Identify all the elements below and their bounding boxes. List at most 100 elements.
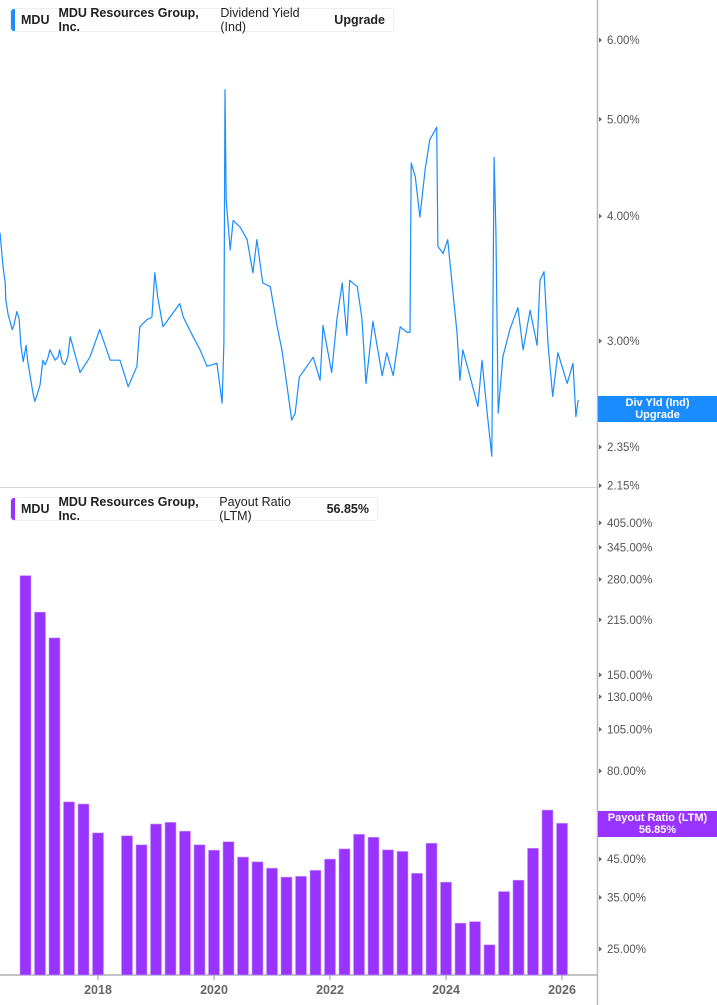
y-tick-mark (599, 520, 602, 526)
y-tick-mark (599, 544, 602, 550)
y-tick-mark (599, 672, 602, 678)
tag-value: 56.85% (638, 824, 677, 836)
y-tick-label: 35.00% (607, 893, 646, 905)
y-tick-mark (599, 946, 602, 952)
payout-ratio-bar (454, 922, 467, 976)
tag-value: Upgrade (635, 409, 680, 421)
payout-ratio-value-tag[interactable]: Payout Ratio (LTM) 56.85% (598, 811, 717, 837)
y-tick-mark (599, 856, 602, 862)
dividend-yield-y-axis: 6.00%5.00%4.00%3.00%2.55%2.35%2.15% (599, 35, 640, 493)
payout-ratio-bar (222, 841, 235, 976)
payout-ratio-bar (309, 870, 322, 976)
y-tick-label: 80.00% (607, 766, 646, 778)
legend-value: 56.85% (326, 502, 369, 516)
x-tick-label: 2020 (200, 983, 228, 997)
y-tick-label: 280.00% (607, 574, 652, 586)
y-tick-label: 6.00% (607, 35, 640, 47)
series-color-swatch (11, 498, 15, 520)
y-tick-label: 2.35% (607, 442, 640, 454)
y-tick-label: 2.15% (607, 481, 640, 493)
payout-ratio-bar (77, 803, 90, 976)
x-tick-label: 2026 (548, 983, 576, 997)
y-tick-mark (599, 617, 602, 623)
dividend-yield-line (0, 89, 579, 457)
series-color-swatch (11, 9, 15, 31)
y-tick-label: 215.00% (607, 615, 652, 627)
payout-ratio-bar (135, 844, 148, 976)
payout-ratio-bar (396, 851, 409, 976)
payout-ratio-bar (48, 637, 61, 976)
payout-ratio-bar (237, 856, 249, 976)
legend-ticker: MDU (21, 502, 50, 516)
legend-company: MDU Resources Group, Inc. (58, 495, 199, 523)
payout-ratio-bar (353, 834, 365, 976)
legend-metric: Payout Ratio (LTM) (219, 495, 291, 523)
y-tick-mark (599, 768, 602, 774)
x-tick-label: 2018 (84, 983, 112, 997)
y-tick-mark (599, 116, 602, 122)
y-tick-label: 25.00% (607, 944, 646, 956)
payout-ratio-bar (164, 822, 177, 976)
tag-label: Payout Ratio (LTM) (607, 812, 708, 824)
legend-company: MDU Resources Group, Inc. (58, 6, 199, 34)
y-tick-mark (599, 213, 602, 219)
payout-ratio-bar (382, 849, 394, 976)
payout-ratio-bar (411, 873, 423, 976)
x-tick-label: 2024 (432, 983, 460, 997)
payout-ratio-bar (179, 830, 191, 976)
y-tick-label: 4.00% (607, 211, 640, 223)
payout-ratio-legend[interactable]: MDU MDU Resources Group, Inc. Payout Rat… (10, 495, 378, 523)
payout-ratio-bar (208, 849, 220, 976)
payout-ratio-bar (121, 835, 133, 976)
y-tick-label: 5.00% (607, 114, 640, 126)
payout-ratio-bar (556, 823, 568, 976)
legend-ticker: MDU (21, 13, 50, 27)
y-tick-mark (599, 726, 602, 732)
y-tick-mark (599, 694, 602, 700)
y-tick-mark (599, 895, 602, 901)
y-tick-label: 345.00% (607, 542, 652, 554)
payout-ratio-bar (324, 858, 336, 976)
payout-ratio-bar (498, 891, 510, 976)
payout-ratio-bar (295, 876, 307, 976)
payout-ratio-y-axis: 405.00% 345.00% 280.00% 215.00% 150.00% 130.0… (599, 518, 652, 956)
y-tick-label: 130.00% (607, 692, 652, 704)
payout-ratio-bar (338, 848, 351, 976)
y-tick-label: 405.00% (607, 518, 652, 530)
y-tick-label: 3.00% (607, 336, 640, 348)
payout-ratio-bar (150, 823, 162, 976)
y-tick-mark (599, 576, 602, 582)
x-tick-label: 2022 (316, 983, 344, 997)
payout-ratio-bar (527, 847, 539, 976)
payout-ratio-bar (367, 836, 380, 976)
upgrade-link[interactable]: Upgrade (334, 13, 385, 27)
payout-ratio-bar (483, 944, 496, 976)
y-tick-label: 150.00% (607, 670, 652, 682)
payout-ratio-bar (440, 881, 452, 976)
dividend-yield-value-tag[interactable]: Div Yld (Ind) Upgrade (598, 396, 717, 422)
y-tick-label: 105.00% (607, 724, 652, 736)
payout-ratio-bar (19, 575, 32, 976)
payout-ratio-bar (266, 867, 278, 976)
payout-ratio-bar (193, 844, 206, 976)
legend-metric: Dividend Yield (Ind) (220, 6, 300, 34)
tag-label: Div Yld (Ind) (625, 397, 690, 409)
x-axis: 2018 2020 2022 2024 2026 (84, 975, 576, 997)
payout-ratio-bar (34, 611, 46, 976)
payout-ratio-bar (63, 801, 75, 976)
payout-ratio-bar (469, 921, 481, 976)
payout-ratio-bar (92, 832, 104, 976)
y-tick-label: 45.00% (607, 854, 646, 866)
payout-ratio-bar (280, 876, 293, 976)
payout-ratio-bar (425, 842, 438, 976)
payout-ratio-bars (19, 575, 568, 976)
y-tick-mark (599, 483, 602, 489)
payout-ratio-bar (541, 809, 554, 976)
y-tick-mark (599, 444, 602, 450)
payout-ratio-bar (251, 861, 264, 976)
payout-ratio-bar (512, 879, 525, 976)
y-tick-mark (599, 338, 602, 344)
dividend-yield-legend[interactable]: MDU MDU Resources Group, Inc. Dividend Y… (10, 6, 394, 34)
y-tick-mark (599, 37, 602, 43)
